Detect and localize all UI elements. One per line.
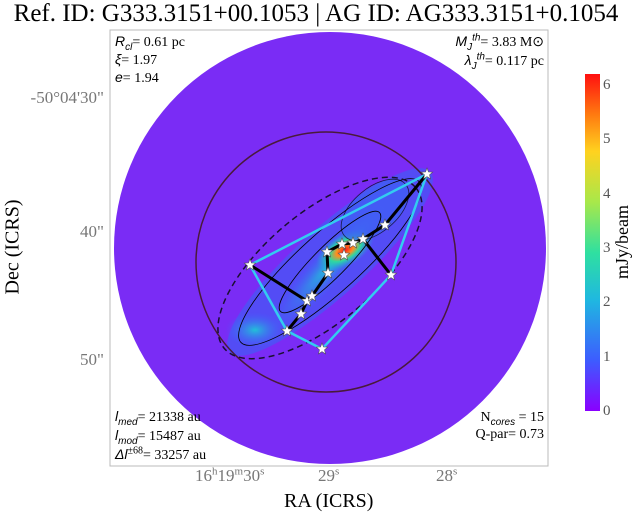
core-star-marker [384, 268, 398, 281]
core-star-marker [378, 218, 392, 231]
rcl-annotation: Rcl= 0.61 pc [115, 33, 185, 53]
core-star-marker [356, 232, 370, 245]
lmed-annotation: lmed= 21338 au [115, 408, 201, 428]
x-tick-label: 29s [318, 465, 340, 485]
colorbar-tick-label: 2 [603, 294, 611, 311]
core-star-marker [337, 248, 351, 261]
x-tick-label: 28s [436, 465, 458, 485]
colorbar-tick-label: 0 [603, 403, 611, 419]
ncores-annotation: Ncores = 15 [480, 410, 544, 428]
colorbar-tick-label: 6 [603, 76, 611, 93]
qpar-annotation: Q-par= 0.73 [475, 427, 544, 442]
core-stars [243, 167, 434, 355]
lj-annotation: λJth= 0.117 pc [464, 51, 544, 72]
core-star-marker [346, 236, 360, 249]
e-annotation: e= 1.94 [115, 69, 159, 86]
dl-annotation: Δl±68= 33257 au [115, 445, 207, 463]
colorbar [585, 74, 600, 411]
core-star-marker [320, 245, 334, 258]
core-star-marker [305, 289, 319, 302]
core-star-marker [294, 307, 308, 320]
y-tick-label: 40" [80, 222, 104, 241]
x-axis-label: RA (ICRS) [284, 490, 374, 512]
mst-branch [249, 263, 308, 303]
lmod-annotation: lmod= 15487 au [115, 427, 201, 447]
core-star-marker [335, 237, 349, 250]
core-star-marker [321, 266, 335, 279]
colorbar-tick-label: 4 [603, 185, 611, 202]
core-star-marker [280, 324, 294, 337]
colorbar-tick-label: 5 [603, 131, 611, 148]
colorbar-tick-label: 1 [603, 348, 611, 365]
mj-annotation: MJth= 3.83 M⊙ [455, 32, 544, 53]
y-tick-label: -50°04'30" [30, 88, 104, 107]
y-axis-label: Dec (ICRS) [1, 199, 24, 295]
xi-annotation: ξ= 1.97 [115, 51, 158, 68]
core-star-marker [243, 258, 257, 271]
colorbar-label: mJy/beam [612, 205, 632, 279]
core-star-marker [315, 342, 329, 355]
chart-title: Ref. ID: G333.3151+00.1053 | AG ID: AG33… [13, 0, 619, 27]
colorbar-tick-label: 3 [603, 239, 611, 256]
core-star-marker [420, 167, 434, 180]
mst-branch [361, 238, 393, 276]
convex-hull [248, 171, 430, 351]
inner-circle [195, 131, 457, 393]
emission [225, 168, 433, 356]
y-tick-label: 50" [80, 350, 104, 369]
x-tick-label: 16h19m30s [195, 465, 265, 485]
